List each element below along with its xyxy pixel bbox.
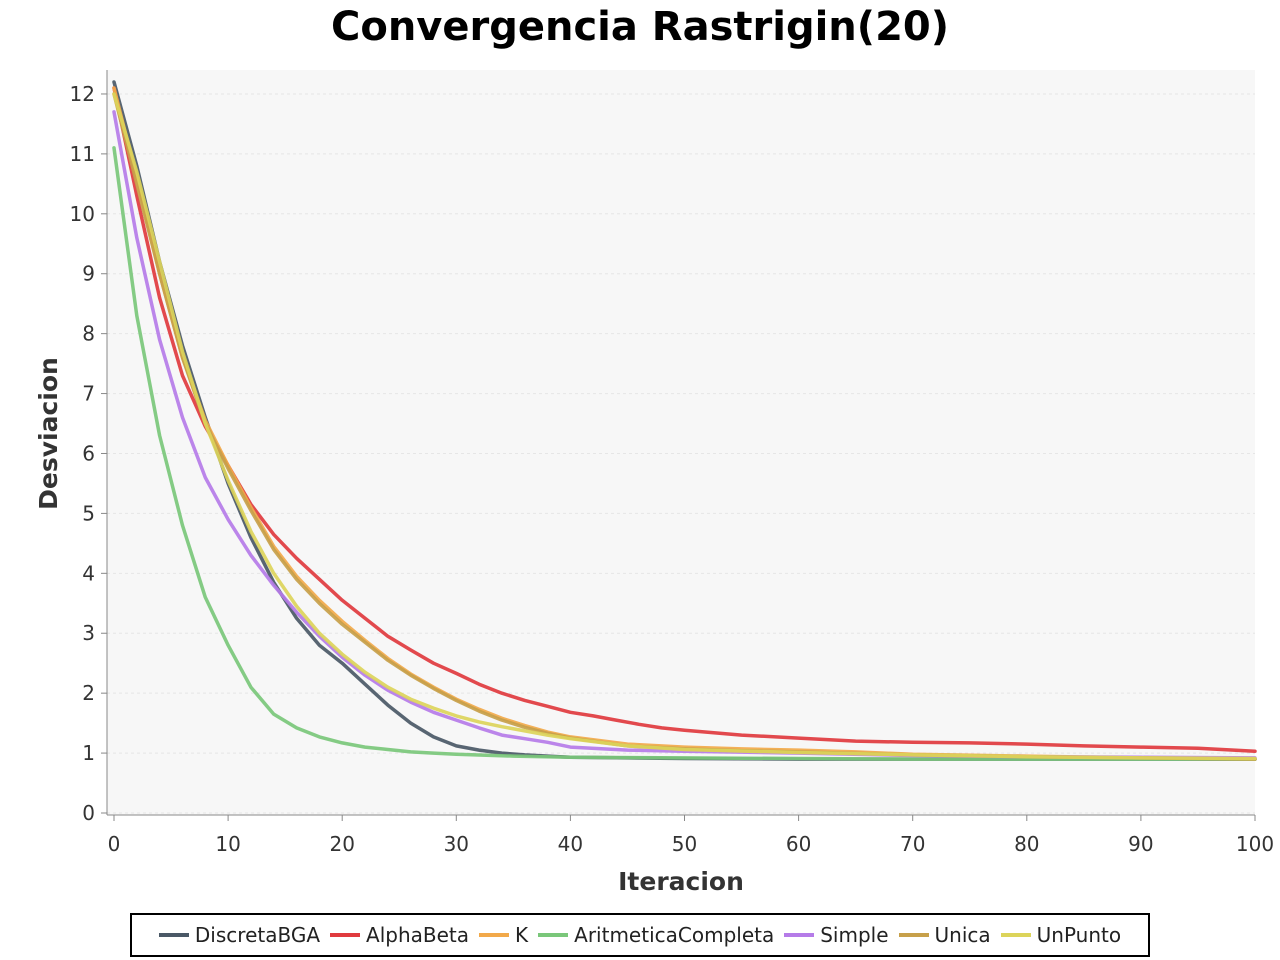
y-tick-label: 10 (70, 202, 95, 226)
grid-lines (107, 93, 1255, 814)
y-tick-label: 12 (70, 82, 95, 106)
x-tick-label: 60 (786, 832, 811, 856)
x-axis-title: Iteracion (618, 867, 744, 896)
y-tick-label: 5 (82, 501, 95, 525)
y-tick-label: 8 (82, 322, 95, 346)
y-tick-label: 0 (82, 801, 95, 825)
legend-swatch (1000, 933, 1031, 937)
x-tick-label: 0 (108, 832, 121, 856)
x-tick-label: 40 (558, 832, 583, 856)
y-tick-label: 3 (82, 621, 95, 645)
x-tick-label: 20 (329, 832, 354, 856)
legend-label: Unica (934, 923, 991, 947)
legend-swatch (898, 933, 929, 937)
y-tick-label: 1 (82, 741, 95, 765)
legend-label: Simple (820, 923, 889, 947)
x-tick-label: 50 (672, 832, 697, 856)
y-axis-title: Desviacion (34, 357, 63, 510)
legend-item: Unica (898, 923, 991, 947)
legend-item: K (479, 923, 528, 947)
x-tick-label: 90 (1128, 832, 1153, 856)
legend-item: Simple (784, 923, 889, 947)
legend-item: DiscretaBGA (158, 923, 321, 947)
legend-label: UnPunto (1036, 923, 1122, 947)
legend-swatch (538, 933, 569, 937)
legend-swatch (784, 933, 815, 937)
series-line-unpunto (112, 92, 1257, 761)
x-tick-label: 100 (1236, 832, 1274, 856)
x-tick-label: 80 (1014, 832, 1039, 856)
legend: DiscretaBGA AlphaBeta K AritmeticaCompleta S… (130, 913, 1150, 957)
legend-label: DiscretaBGA (194, 923, 321, 947)
series-line-aritmeticacompleta (112, 146, 1257, 761)
y-tick-label: 4 (82, 561, 95, 585)
y-tick-label: 2 (82, 681, 95, 705)
legend-swatch (158, 933, 189, 937)
axes (101, 70, 1256, 821)
y-tick-label: 7 (82, 382, 95, 406)
legend-item: AlphaBeta (330, 923, 469, 947)
plot-area (107, 70, 1255, 815)
y-tick-label: 9 (82, 262, 95, 286)
legend-swatch (330, 933, 361, 937)
x-tick-label: 30 (444, 832, 469, 856)
legend-label: AritmeticaCompleta (574, 923, 775, 947)
legend-label: K (515, 923, 529, 947)
legend-item: UnPunto (1000, 923, 1122, 947)
legend-item: AritmeticaCompleta (538, 923, 774, 947)
legend-swatch (479, 933, 510, 937)
x-tick-label: 10 (215, 832, 240, 856)
legend-label: AlphaBeta (366, 923, 470, 947)
y-tick-label: 11 (70, 142, 95, 166)
chart-title: Convergencia Rastrigin(20) (330, 4, 950, 50)
series-lines (112, 80, 1257, 761)
x-tick-label: 70 (900, 832, 925, 856)
y-tick-label: 6 (82, 441, 95, 465)
